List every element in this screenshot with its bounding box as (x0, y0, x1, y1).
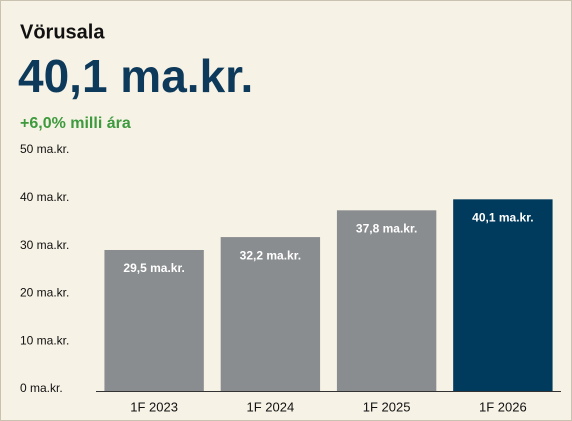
y-tick-label: 10 ma.kr. (20, 333, 69, 347)
y-tick-label: 40 ma.kr. (20, 190, 69, 204)
y-tick-label: 0 ma.kr. (20, 381, 63, 395)
bar (220, 237, 321, 391)
x-tick-label: 1F 2026 (479, 399, 527, 414)
x-tick-label: 1F 2023 (130, 399, 178, 414)
value-label: 37,8 ma.kr. (356, 221, 417, 235)
y-tick-label: 50 ma.kr. (20, 142, 69, 156)
kpi-value: 40,1 ma.kr. (18, 50, 253, 102)
bar (453, 199, 553, 391)
chart-title: Vörusala (20, 21, 105, 43)
y-tick-label: 30 ma.kr. (20, 238, 69, 252)
bar (104, 249, 204, 391)
kpi-change: +6,0% milli ára (20, 115, 131, 132)
y-tick-label: 20 ma.kr. (20, 286, 69, 300)
value-label: 29,5 ma.kr. (123, 261, 184, 275)
x-tick-label: 1F 2024 (247, 399, 295, 414)
bar (336, 210, 437, 391)
x-tick-label: 1F 2025 (363, 399, 411, 414)
value-label: 40,1 ma.kr. (472, 210, 533, 224)
value-label: 32,2 ma.kr. (240, 248, 301, 262)
